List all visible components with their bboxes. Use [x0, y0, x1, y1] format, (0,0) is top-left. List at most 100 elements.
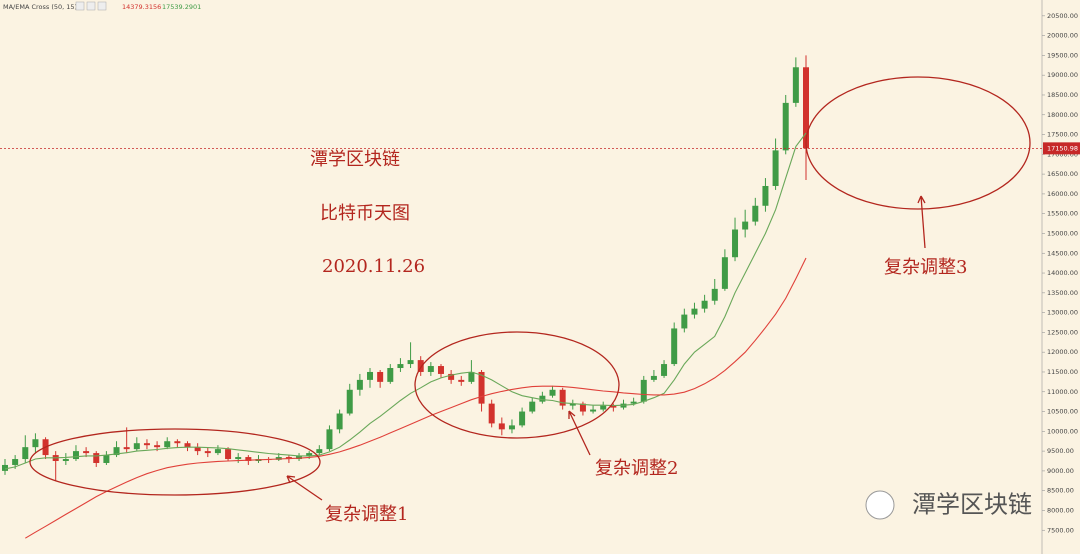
y-tick-label: 19000.00 [1047, 71, 1078, 79]
arrow [568, 410, 591, 456]
y-tick-label: 15000.00 [1047, 229, 1078, 237]
candle-body [316, 449, 323, 454]
candle-body [458, 379, 465, 382]
y-tick-label: 18500.00 [1047, 91, 1078, 99]
y-tick-label: 8000.00 [1047, 506, 1074, 514]
candle-body [752, 205, 759, 222]
annotation: 复杂调整1 [325, 504, 408, 525]
arrow [286, 475, 323, 501]
y-tick-label: 7500.00 [1047, 526, 1074, 534]
plot [2, 55, 809, 539]
candle-body [559, 389, 566, 406]
candle-body [204, 451, 211, 454]
watermark: 潭学区块链 [865, 490, 1032, 520]
candle-body [133, 443, 140, 450]
candle-body [285, 457, 292, 460]
candle-body [12, 459, 19, 465]
candle-body [214, 449, 221, 454]
candle-body [701, 300, 708, 309]
candle-body [194, 447, 201, 452]
ma-line [4, 132, 807, 470]
ma-slow-value: 14379.3156 [122, 3, 161, 11]
candle-body [721, 257, 728, 289]
candle-body [83, 451, 90, 454]
y-tick-label: 9500.00 [1047, 447, 1074, 455]
candle-body [772, 150, 779, 186]
ellipse [414, 331, 620, 439]
candle-body [498, 423, 505, 430]
candle-body [407, 360, 414, 365]
candle-body [346, 389, 353, 414]
candle-body [508, 425, 515, 430]
candle-body [275, 457, 282, 460]
candle-body [549, 389, 556, 396]
watermark-icon [865, 490, 895, 520]
y-tick-label: 12500.00 [1047, 328, 1078, 336]
candle-body [671, 328, 678, 365]
price-label-box [1043, 142, 1080, 155]
candle-body [630, 401, 637, 404]
candle-body [468, 371, 475, 382]
candle-body [296, 455, 303, 460]
y-tick-label: 14000.00 [1047, 269, 1078, 277]
annotation: 复杂调整2 [595, 458, 678, 479]
candle-body [640, 379, 647, 402]
candle-body [427, 366, 434, 372]
y-tick-label: 18000.00 [1047, 111, 1078, 119]
y-tick-label: 8500.00 [1047, 487, 1074, 495]
candle-body [762, 185, 769, 206]
y-tick-label: 10000.00 [1047, 427, 1078, 435]
candle-body [742, 221, 749, 230]
candle-body [225, 449, 232, 460]
candle-body [792, 67, 799, 103]
ma-line [25, 257, 807, 539]
annotation-shapes [29, 76, 1031, 501]
candle-body [732, 229, 739, 258]
y-tick-label: 19500.00 [1047, 51, 1078, 59]
candle-body [62, 459, 69, 462]
y-tick-label: 13500.00 [1047, 289, 1078, 297]
y-tick-label: 20000.00 [1047, 32, 1078, 40]
candle-body [2, 464, 8, 471]
candle-body [184, 443, 191, 448]
button[interactable] [75, 1, 85, 11]
candle-body [123, 447, 130, 450]
indicator-name: MA/EMA Cross (50, 15) [3, 3, 77, 11]
annotation: 2020.11.26 [322, 256, 425, 277]
y-tick-label: 20500.00 [1047, 12, 1078, 20]
header: MA/EMA Cross (50, 15) 14379.3156 17539.2… [3, 1, 201, 11]
candle-body [681, 314, 688, 329]
candle-body [448, 373, 455, 380]
candle-body [488, 403, 495, 424]
y-tick-label: 11000.00 [1047, 388, 1078, 396]
y-tick-label: 12000.00 [1047, 348, 1078, 356]
candle-body [661, 364, 668, 376]
candle-body [377, 371, 384, 382]
annotation: 潭学区块链 [310, 149, 400, 170]
ellipse [29, 428, 321, 496]
candle-body [417, 360, 424, 372]
candle-body [691, 308, 698, 315]
candle-body [397, 364, 404, 369]
candle-body [22, 447, 29, 460]
ellipse [805, 76, 1031, 210]
watermark-text: 潭学区块链 [912, 491, 1032, 519]
candle-body [600, 405, 607, 410]
candle-body [650, 375, 657, 380]
candle-body [235, 457, 242, 460]
y-tick-label: 17500.00 [1047, 131, 1078, 139]
candle-body [437, 366, 444, 374]
candle-body [113, 447, 120, 456]
button[interactable] [97, 1, 107, 11]
candle-body [782, 102, 789, 151]
candle-body [590, 409, 597, 412]
candle-body [245, 457, 252, 462]
candle-body [529, 401, 536, 412]
candle-body [803, 67, 809, 149]
y-tick-label: 9000.00 [1047, 467, 1074, 475]
y-tick-label: 15500.00 [1047, 210, 1078, 218]
candle-body [367, 371, 374, 380]
button[interactable] [86, 1, 96, 11]
candle-body [610, 405, 617, 408]
